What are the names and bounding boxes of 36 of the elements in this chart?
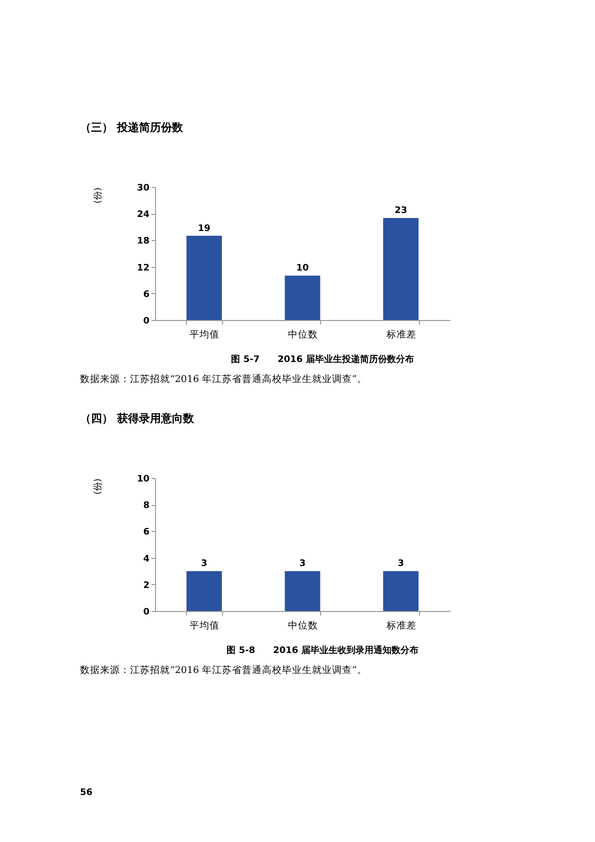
text: 56 bbox=[80, 788, 93, 798]
bar bbox=[383, 218, 419, 320]
y-tick-label: 2 bbox=[143, 580, 150, 591]
data-label: 3 bbox=[398, 559, 404, 570]
data-label: 3 bbox=[299, 559, 306, 570]
y-tick-label: 0 bbox=[143, 316, 150, 326]
y-tick-label: 24 bbox=[136, 210, 150, 220]
source-note: 数据来源：江苏招就“2016 年江苏省普通高校毕业生就业调查”。 bbox=[80, 664, 367, 677]
y-tick-label: 12 bbox=[136, 263, 150, 274]
y-tick-label: 6 bbox=[143, 528, 150, 538]
chart-title: （三） 投递简历份数 bbox=[80, 120, 183, 135]
y-tick-label: 10 bbox=[136, 474, 150, 484]
y-tick-label: 8 bbox=[143, 501, 150, 512]
data-label: 10 bbox=[296, 264, 309, 274]
x-tick-label: 标准差 bbox=[385, 620, 416, 632]
x-tick-label: 中位数 bbox=[288, 620, 318, 632]
data-label: 19 bbox=[198, 224, 210, 234]
x-tick-label: 平均值 bbox=[190, 620, 220, 632]
bar bbox=[284, 276, 320, 320]
bar bbox=[186, 236, 222, 320]
data-label: 23 bbox=[394, 206, 408, 216]
y-tick-label: 6 bbox=[143, 290, 150, 300]
y-tick-label: 18 bbox=[136, 236, 150, 247]
x-tick-label: 标准差 bbox=[385, 328, 416, 340]
y-axis-title: (份) bbox=[92, 188, 104, 204]
caption: 图 5-7 2016 届毕业生投递简历份数分布 bbox=[230, 353, 415, 366]
source-note: 数据来源：江苏招就“2016 年江苏省普通高校毕业生就业调查”。 bbox=[80, 373, 367, 386]
y-tick-label: 4 bbox=[143, 554, 150, 564]
data-label: 3 bbox=[201, 559, 208, 570]
x-tick-label: 平均值 bbox=[190, 328, 220, 340]
y-tick-label: 0 bbox=[143, 608, 150, 618]
y-tick-label: 30 bbox=[136, 184, 150, 194]
chart-title: （四） 获得录用意向数 bbox=[80, 411, 194, 426]
caption: 图 5-8 2016 届毕业生收到录用通知数分布 bbox=[226, 644, 420, 657]
y-axis-title: (份) bbox=[92, 478, 104, 495]
x-tick-label: 中位数 bbox=[288, 328, 318, 340]
